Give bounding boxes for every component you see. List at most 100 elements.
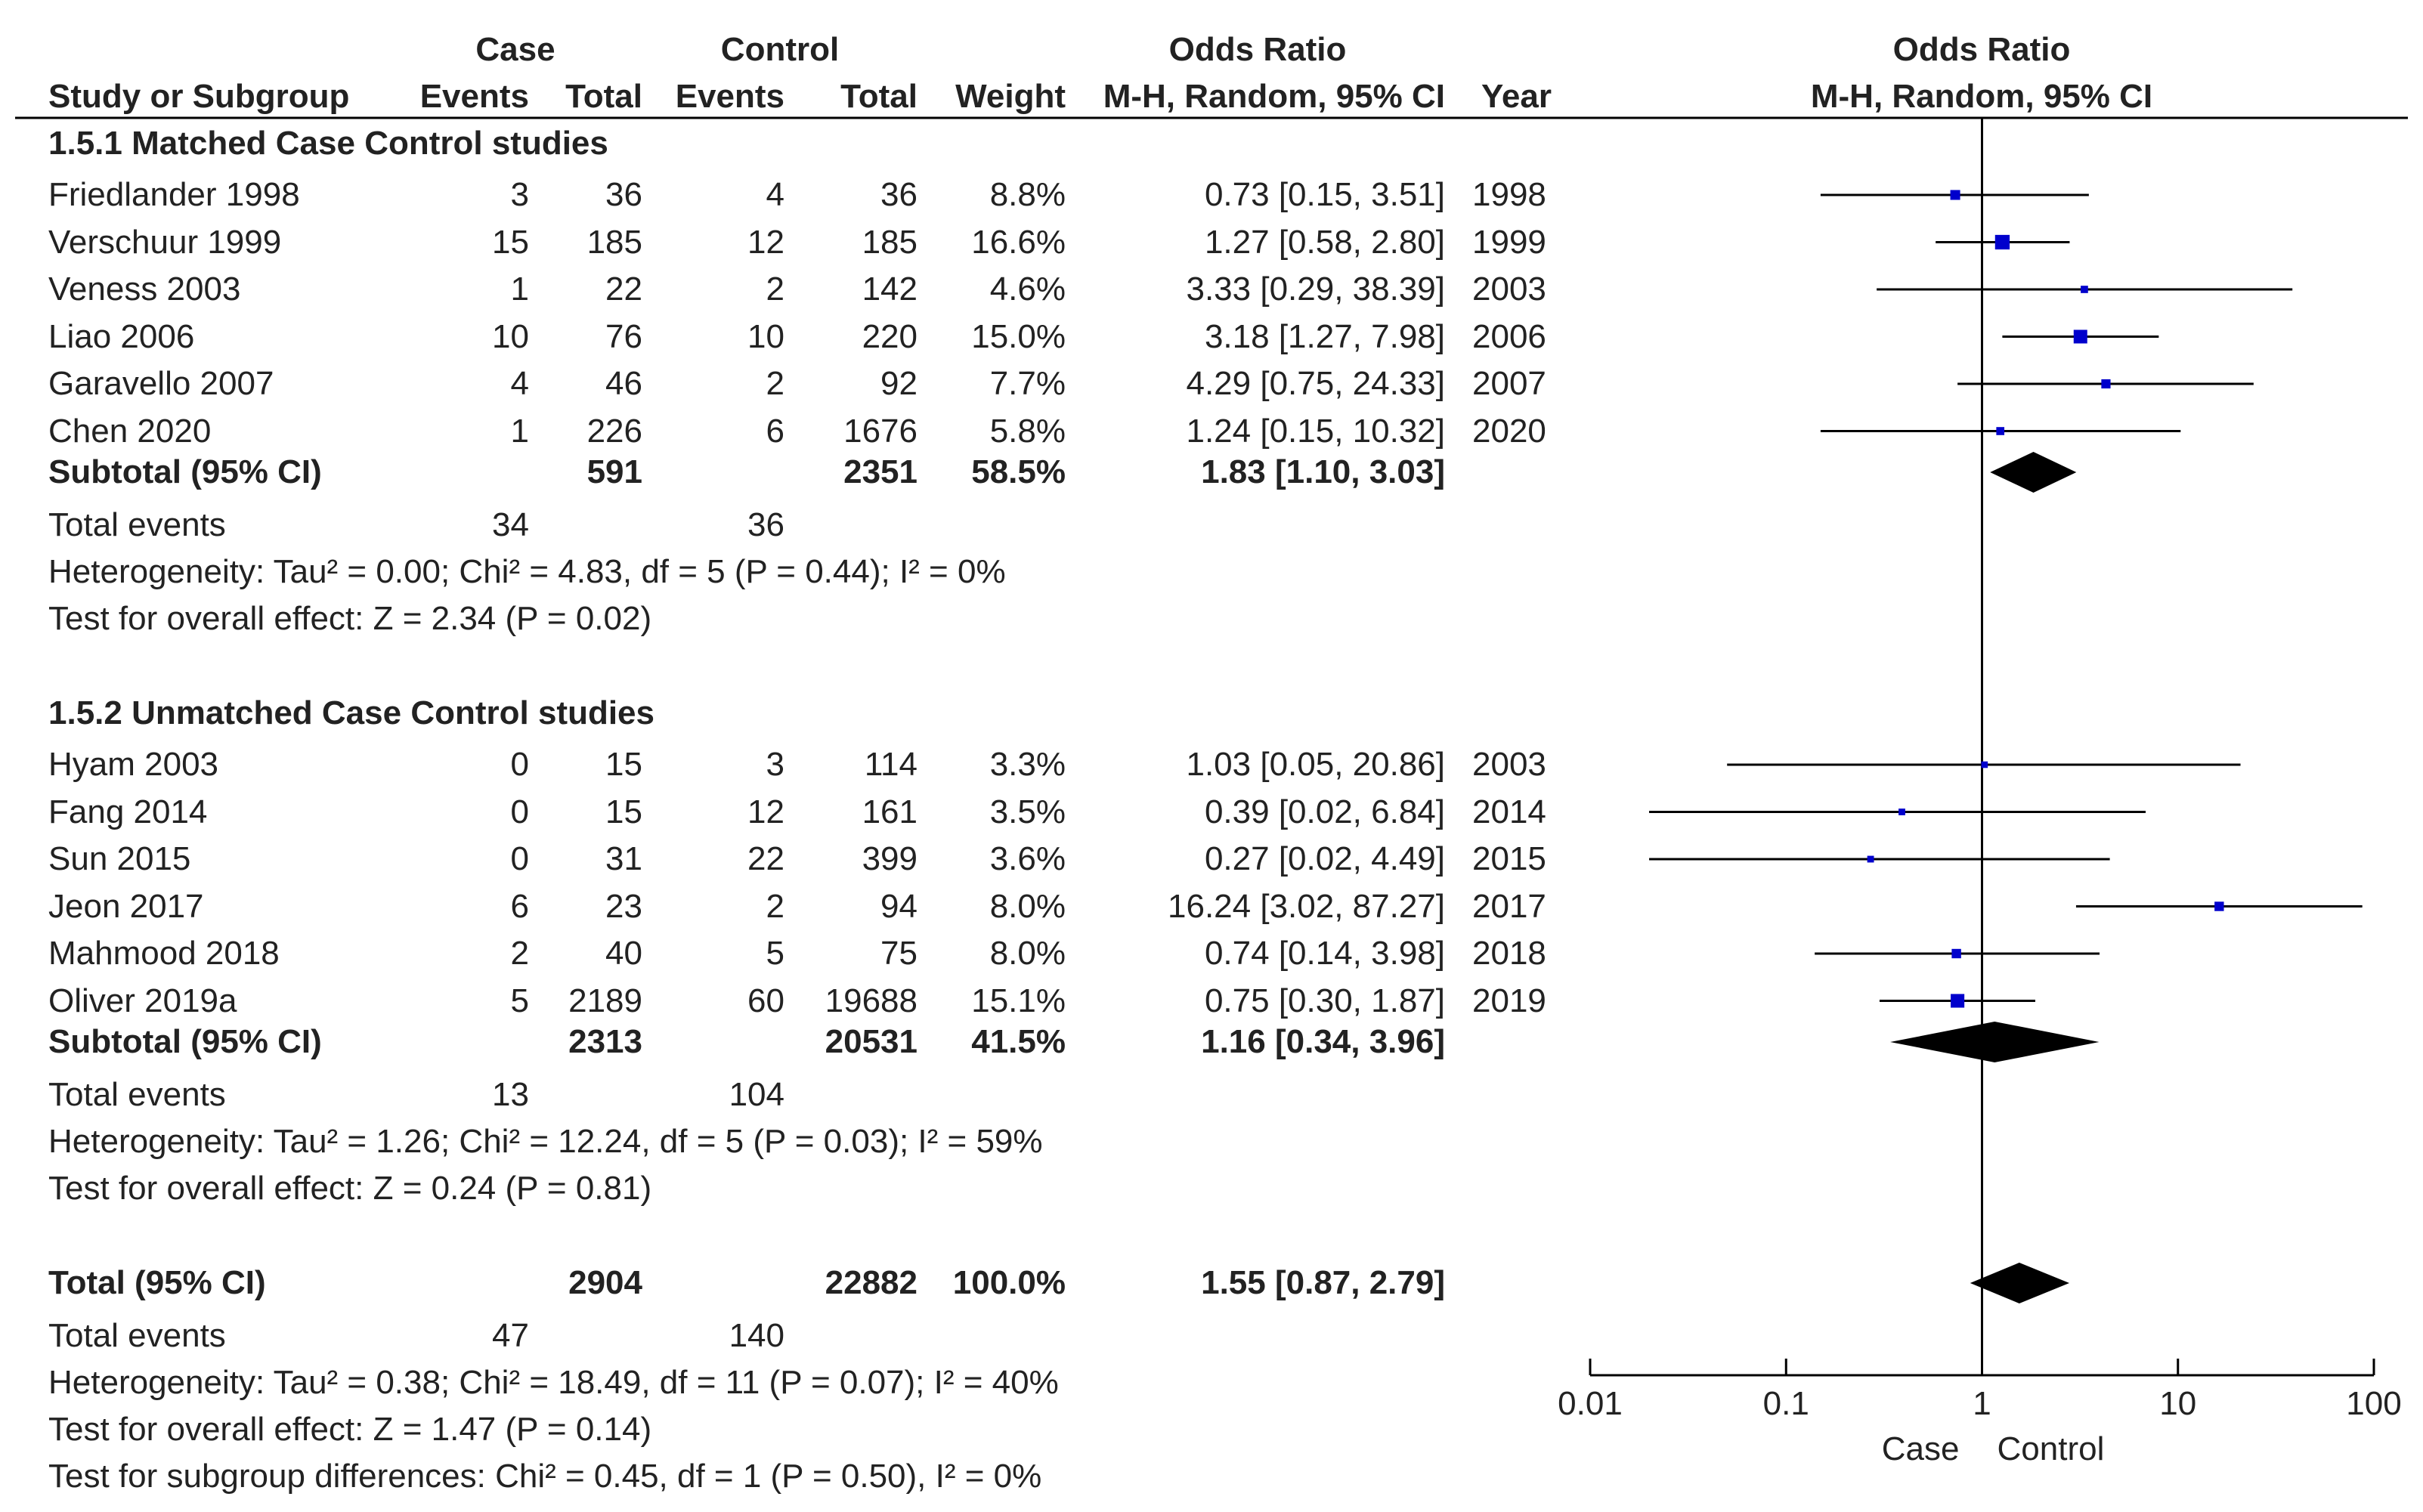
control-events: 60	[747, 982, 784, 1019]
study-marker	[2101, 379, 2111, 389]
total-case-total: 2904	[568, 1264, 642, 1301]
overall-effect-text: Test for overall effect: Z = 0.24 (P = 0…	[48, 1170, 652, 1207]
study-marker	[1898, 809, 1905, 815]
subtotal-ci: 1.83 [1.10, 3.03]	[1201, 453, 1445, 490]
study-marker	[1981, 761, 1988, 768]
control-total: 92	[880, 365, 918, 402]
x-tick-label: 0.1	[1763, 1385, 1809, 1422]
heterogeneity-text: Heterogeneity: Tau² = 1.26; Chi² = 12.24…	[48, 1123, 1043, 1160]
case-events: 1	[510, 271, 529, 308]
header-study: Study or Subgroup	[48, 78, 350, 115]
control-total: 399	[862, 840, 918, 877]
total-events-case: 34	[492, 506, 529, 543]
study-weight: 8.0%	[989, 935, 1066, 972]
header-method-plot: M-H, Random, 95% CI	[1810, 78, 2153, 115]
control-total: 114	[864, 746, 918, 783]
control-events: 12	[747, 223, 784, 261]
case-events: 0	[510, 840, 529, 877]
header-case-total: Total	[565, 78, 642, 115]
header-control-total: Total	[840, 78, 918, 115]
control-total: 94	[880, 887, 918, 925]
subtotal-diamond	[1890, 1022, 2100, 1062]
study-marker	[1994, 234, 2010, 250]
total-ci: 1.55 [0.87, 2.79]	[1201, 1264, 1445, 1301]
total-control-total: 22882	[825, 1264, 918, 1301]
study-weight: 3.6%	[989, 840, 1066, 877]
study-year: 1999	[1472, 223, 1546, 261]
study-name: Jeon 2017	[48, 887, 204, 925]
control-events: 2	[766, 887, 784, 925]
study-marker	[1996, 427, 2005, 435]
header-odds-ratio-plot: Odds Ratio	[1892, 31, 2071, 68]
header-method: M-H, Random, 95% CI	[1103, 78, 1445, 115]
subgroup-differences-text: Test for subgroup differences: Chi² = 0.…	[48, 1458, 1042, 1495]
axis-label-case: Case	[1882, 1430, 1960, 1467]
header-control: Control	[720, 31, 840, 68]
subtotal-weight: 58.5%	[971, 453, 1066, 490]
study-name: Garavello 2007	[48, 365, 274, 402]
case-total: 76	[605, 317, 642, 355]
case-total: 46	[605, 365, 642, 402]
x-tick-label: 100	[2346, 1385, 2401, 1422]
heterogeneity-text: Heterogeneity: Tau² = 0.38; Chi² = 18.49…	[48, 1364, 1059, 1401]
case-total: 40	[605, 935, 642, 972]
overall-effect-text: Test for overall effect: Z = 2.34 (P = 0…	[48, 600, 652, 637]
overall-effect-text: Test for overall effect: Z = 1.47 (P = 0…	[48, 1411, 652, 1448]
case-events: 1	[510, 412, 529, 450]
study-marker	[2214, 901, 2224, 911]
study-year: 2017	[1472, 887, 1546, 925]
case-events: 0	[510, 746, 529, 783]
subtotal-label: Subtotal (95% CI)	[48, 453, 322, 490]
control-events: 2	[766, 365, 784, 402]
header-case-events: Events	[419, 78, 529, 115]
case-events: 4	[510, 365, 529, 402]
header-case: Case	[475, 31, 555, 68]
study-weight: 3.3%	[989, 746, 1066, 783]
study-name: Hyam 2003	[48, 746, 219, 783]
study-ci: 1.27 [0.58, 2.80]	[1204, 223, 1445, 261]
control-total: 1676	[843, 412, 918, 450]
subtotal-ci: 1.16 [0.34, 3.96]	[1201, 1023, 1445, 1060]
control-events: 6	[766, 412, 784, 450]
subtotal-case-total: 2313	[568, 1023, 642, 1060]
study-ci: 3.33 [0.29, 38.39]	[1186, 271, 1445, 308]
control-events: 5	[766, 935, 784, 972]
total-events-case: 47	[492, 1317, 529, 1354]
control-events: 22	[747, 840, 784, 877]
control-events: 4	[766, 176, 784, 213]
total-diamond	[1970, 1263, 2070, 1303]
control-total: 75	[880, 935, 918, 972]
header-control-events: Events	[675, 78, 784, 115]
study-weight: 5.8%	[989, 412, 1066, 450]
control-events: 12	[747, 793, 784, 830]
total-label: Total (95% CI)	[48, 1264, 266, 1301]
subtotal-label: Subtotal (95% CI)	[48, 1023, 322, 1060]
study-year: 2003	[1472, 746, 1546, 783]
heterogeneity-text: Heterogeneity: Tau² = 0.00; Chi² = 4.83,…	[48, 553, 1006, 590]
study-name: Friedlander 1998	[48, 176, 300, 213]
study-weight: 15.1%	[971, 982, 1066, 1019]
subtotal-control-total: 20531	[825, 1023, 918, 1060]
study-year: 1998	[1472, 176, 1546, 213]
total-events-label: Total events	[48, 1317, 226, 1354]
study-ci: 4.29 [0.75, 24.33]	[1186, 365, 1445, 402]
study-name: Veness 2003	[48, 271, 241, 308]
study-weight: 3.5%	[989, 793, 1066, 830]
subgroup-title: 1.5.2 Unmatched Case Control studies	[48, 694, 654, 731]
study-weight: 15.0%	[971, 317, 1066, 355]
study-marker	[1951, 994, 1965, 1008]
study-weight: 4.6%	[989, 271, 1066, 308]
header-weight: Weight	[955, 78, 1066, 115]
study-year: 2003	[1472, 271, 1546, 308]
x-tick-label: 0.01	[1558, 1385, 1623, 1422]
case-events: 10	[492, 317, 529, 355]
case-total: 36	[605, 176, 642, 213]
study-ci: 0.74 [0.14, 3.98]	[1204, 935, 1445, 972]
axis-label-control: Control	[1998, 1430, 2105, 1467]
case-events: 3	[510, 176, 529, 213]
control-total: 185	[862, 223, 918, 261]
control-total: 161	[862, 793, 918, 830]
x-tick-label: 1	[1973, 1385, 1991, 1422]
case-total: 15	[605, 746, 642, 783]
study-weight: 8.0%	[989, 887, 1066, 925]
